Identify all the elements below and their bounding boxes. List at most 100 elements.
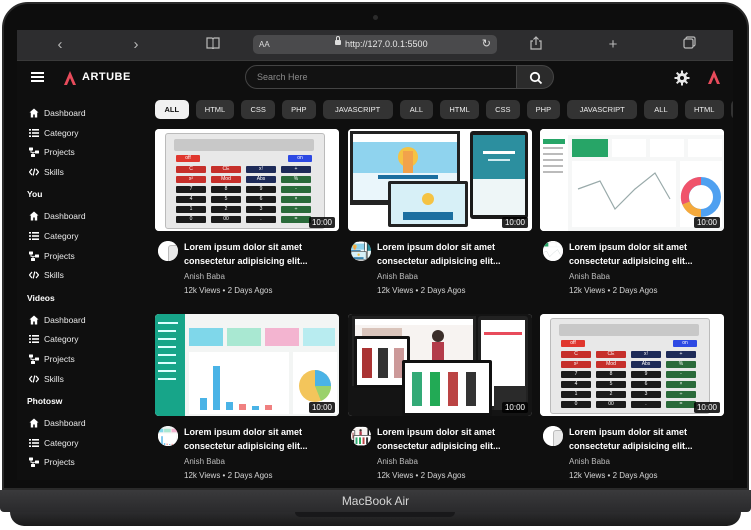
webcam <box>373 15 378 20</box>
channel-name[interactable]: Anish Baba <box>569 457 610 466</box>
address-bar[interactable]: AA http://127.0.0.1:5500 ↻ <box>253 35 497 54</box>
lock-icon <box>335 36 341 45</box>
chip-all[interactable]: ALL <box>644 100 678 119</box>
menu-icon[interactable] <box>31 72 44 82</box>
video-title[interactable]: Lorem ipsum dolor sit amet consectetur a… <box>184 242 308 266</box>
chip-css[interactable]: CSS <box>241 100 275 119</box>
sidebar-section-title: Photosw <box>27 396 63 407</box>
list-icon <box>29 128 39 138</box>
sidebar-item-label: Projects <box>44 147 75 158</box>
sitemap-icon <box>29 251 39 261</box>
channel-avatar[interactable] <box>158 426 178 446</box>
channel-name[interactable]: Anish Baba <box>184 457 225 466</box>
video-thumbnail[interactable]: 10:00 <box>348 314 532 416</box>
chip-javascript[interactable]: JAVASCRIPT <box>322 100 393 119</box>
gear-icon[interactable] <box>674 70 690 86</box>
chip-javascript[interactable]: JAVASCRIPT <box>567 100 638 119</box>
video-thumbnail[interactable]: off on C CE x! + x² Mod Abs% 7 8 9-4 5 6 × 1 2 3 ÷ 0 00. = 10:… <box>540 314 724 416</box>
video-title[interactable]: Lorem ipsum dolor sit amet consectetur a… <box>377 427 501 451</box>
video-card[interactable]: 10:00 Lorem ipsum dolor sit amet consecte… <box>348 314 532 480</box>
code-icon <box>28 374 40 384</box>
video-title[interactable]: Lorem ipsum dolor sit amet consectetur a… <box>569 242 693 266</box>
video-thumbnail[interactable]: off on C CE x! + x² Mod Abs% 7 8 9-4 5 6 × 1 2 3 ÷ 0 00. = 10:… <box>155 129 339 231</box>
chip-css[interactable]: CSS <box>730 100 733 119</box>
text-size-button[interactable]: AA <box>259 40 270 49</box>
channel-name[interactable]: Anish Baba <box>377 272 418 281</box>
fashion-store-thumbnail <box>351 426 371 446</box>
home-icon <box>29 211 39 221</box>
search-input[interactable] <box>255 71 499 83</box>
channel-avatar[interactable] <box>543 241 563 261</box>
brand-name[interactable]: ARTUBE <box>82 71 131 83</box>
new-tab-icon[interactable]: + <box>608 36 618 53</box>
video-thumbnail[interactable]: 10:00 <box>348 129 532 231</box>
video-thumbnail[interactable]: 10:00 <box>540 129 724 231</box>
channel-name[interactable]: Anish Baba <box>569 272 610 281</box>
video-card[interactable]: 10:00 Lorem ipsum dolor sit amet consecte… <box>540 129 724 299</box>
sidebar-item-label: Category <box>44 127 79 138</box>
sidebar-item-label: Projects <box>44 354 75 364</box>
video-duration: 10:00 <box>501 217 528 228</box>
app-header: ARTUBE <box>17 61 733 95</box>
video-title[interactable]: Lorem ipsum dolor sit amet consectetur a… <box>377 242 501 266</box>
channel-name[interactable]: Anish Baba <box>184 272 225 281</box>
video-title[interactable]: Lorem ipsum dolor sit amet consectetur a… <box>569 427 693 451</box>
video-card[interactable]: off on C CE x! + x² Mod Abs% 7 8 9-4 5 6 × 1 2 3 ÷ 0 00. = 10:… <box>540 314 724 480</box>
video-card[interactable]: 10:00 Lorem ipsum dolor sit amet consecte… <box>348 129 532 299</box>
video-duration: 10:00 <box>693 217 720 228</box>
video-card[interactable]: 10:00 Lorem ipsum dolor sit amet consecte… <box>155 314 339 480</box>
list-icon <box>29 334 39 344</box>
search-icon <box>529 71 543 85</box>
video-meta: 12k Views • 2 Days Agos <box>377 286 466 295</box>
search-button[interactable] <box>516 65 554 89</box>
laptop-notch <box>295 512 455 517</box>
tabs-icon[interactable] <box>680 36 698 54</box>
code-icon <box>28 270 40 280</box>
sidebar-item-label: Dashboard <box>44 108 86 118</box>
book-icon[interactable] <box>204 36 222 54</box>
home-icon <box>29 418 39 428</box>
search-box <box>245 65 517 89</box>
reload-icon[interactable]: ↻ <box>481 38 491 50</box>
sidebar-item-label: Dashboard <box>44 211 86 222</box>
chip-html[interactable]: HTML <box>440 100 479 119</box>
chip-php[interactable]: PHP <box>526 100 561 119</box>
list-icon <box>29 438 39 448</box>
sidebar-item-label: Category <box>44 231 79 241</box>
laptop-base <box>0 490 751 512</box>
sidebar-item-label: Dashboard <box>44 418 86 429</box>
channel-avatar[interactable] <box>351 426 371 446</box>
list-icon <box>29 231 39 241</box>
chip-html[interactable]: HTML <box>684 100 724 119</box>
sitemap-icon <box>29 147 39 158</box>
sidebar-section-title: You <box>27 189 43 200</box>
video-card[interactable]: off on C CE x! + x² Mod Abs% 7 8 9-4 5 6 × 1 2 3 ÷ 0 00. = 10:… <box>155 129 339 299</box>
video-title[interactable]: Lorem ipsum dolor sit amet consectetur a… <box>184 427 308 451</box>
share-icon[interactable] <box>527 36 545 54</box>
sidebar-item-label: Category <box>44 437 79 448</box>
channel-avatar[interactable] <box>351 241 371 261</box>
profile-logo-icon[interactable] <box>707 69 721 85</box>
video-duration: 10:00 <box>308 402 335 413</box>
artube-logo-icon[interactable] <box>63 70 77 86</box>
chip-css[interactable]: CSS <box>486 100 520 119</box>
chip-php[interactable]: PHP <box>282 100 316 119</box>
chip-all[interactable]: ALL <box>399 100 434 119</box>
browser-toolbar: ‹ › AA http://127.0.0.1:5500 ↻ + <box>17 30 733 61</box>
sidebar-item-label: Skills <box>44 270 64 281</box>
forward-icon[interactable]: › <box>133 36 139 53</box>
back-icon[interactable]: ‹ <box>57 36 63 53</box>
sidebar-item-label: Dashboard <box>44 314 86 325</box>
video-meta: 12k Views • 2 Days Agos <box>569 471 658 480</box>
url-text[interactable]: http://127.0.0.1:5500 <box>345 39 428 49</box>
video-thumbnail[interactable]: 10:00 <box>155 314 339 416</box>
chip-all[interactable]: ALL <box>155 100 189 119</box>
device-label: MacBook Air <box>341 494 410 508</box>
chip-html[interactable]: HTML <box>195 100 235 119</box>
home-icon <box>29 315 39 325</box>
sitemap-icon <box>29 354 39 364</box>
channel-name[interactable]: Anish Baba <box>377 457 418 466</box>
